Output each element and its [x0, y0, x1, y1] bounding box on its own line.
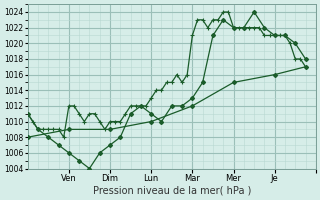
X-axis label: Pression niveau de la mer( hPa ): Pression niveau de la mer( hPa ) — [92, 186, 251, 196]
